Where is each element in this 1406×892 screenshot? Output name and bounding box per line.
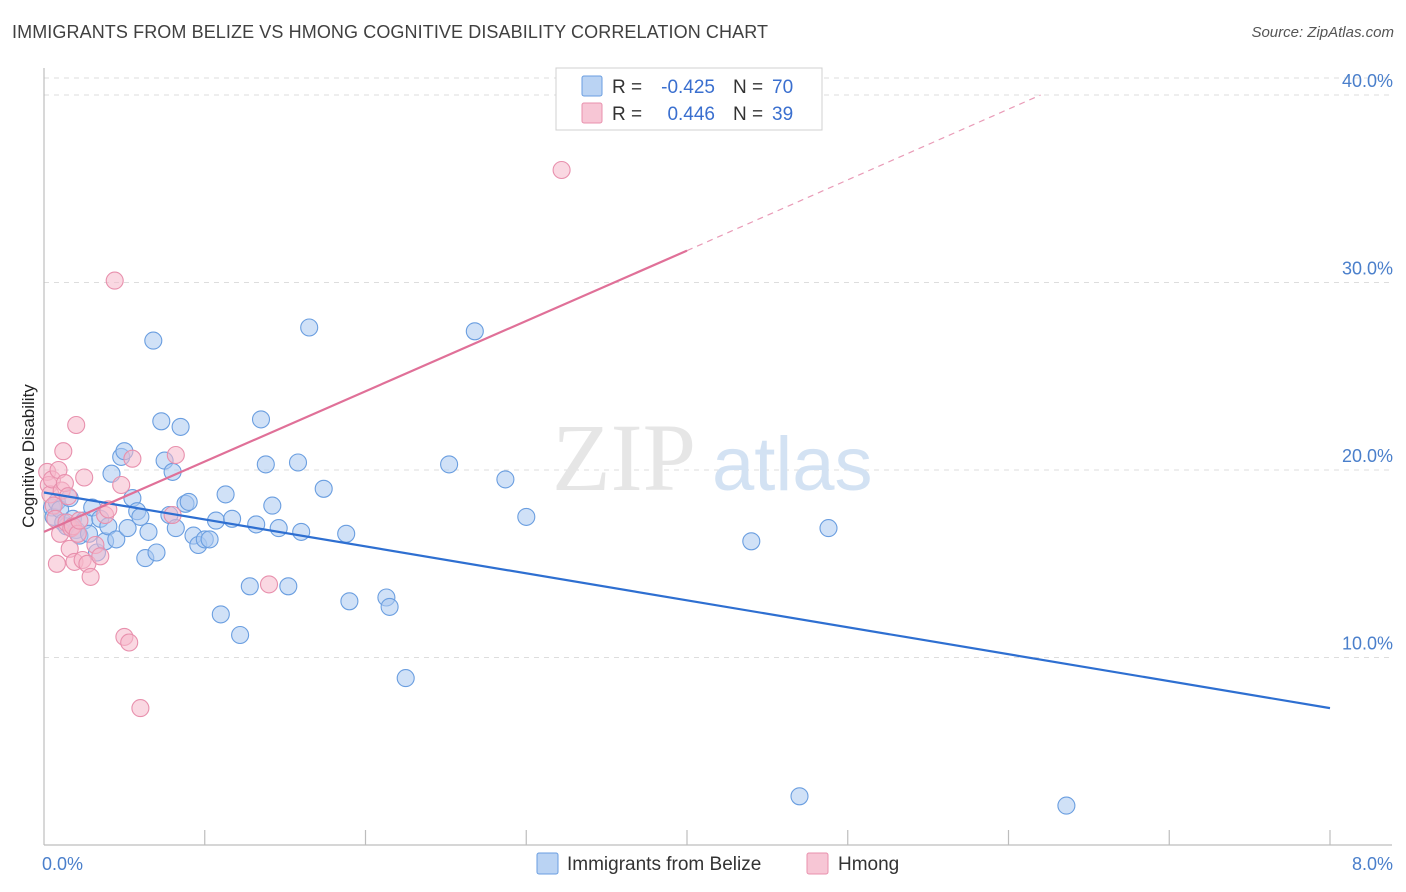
belize-point-68 bbox=[819, 519, 838, 538]
gridlines bbox=[44, 77, 1392, 658]
hmong-points bbox=[38, 160, 571, 718]
belize-n-value: 70 bbox=[772, 77, 793, 98]
belize-point-65 bbox=[517, 507, 536, 526]
belize-point-51 bbox=[269, 519, 288, 538]
hmong-trend-line bbox=[43, 249, 688, 533]
hmong-trend-extension bbox=[686, 94, 1041, 252]
belize-point-60 bbox=[380, 597, 399, 616]
y-tick-label-1: 20.0% bbox=[1342, 446, 1393, 466]
hmong-n-value: 39 bbox=[772, 104, 793, 125]
series-legend: Immigrants from Belize Hmong bbox=[536, 852, 899, 875]
belize-r-value: -0.425 bbox=[661, 77, 715, 98]
belize-point-57 bbox=[337, 524, 356, 543]
hmong-point-38 bbox=[552, 160, 571, 180]
hmong-point-33 bbox=[123, 449, 142, 468]
y-tick-labels: 10.0% 20.0% 30.0% 40.0% bbox=[1342, 71, 1393, 654]
belize-trend-line bbox=[43, 491, 1331, 710]
source-credit: Source: ZipAtlas.com bbox=[1251, 24, 1394, 41]
belize-point-63 bbox=[465, 322, 484, 341]
belize-point-26 bbox=[139, 522, 158, 541]
belize-point-56 bbox=[314, 479, 333, 498]
belize-point-46 bbox=[240, 577, 259, 596]
belize-point-67 bbox=[790, 787, 809, 806]
hmong-point-37 bbox=[259, 575, 279, 594]
watermark-atlas: atlas bbox=[712, 422, 873, 507]
belize-series-swatch bbox=[536, 852, 559, 875]
chart-title: IMMIGRANTS FROM BELIZE VS HMONG COGNITIV… bbox=[12, 22, 769, 42]
belize-r-label: R = bbox=[612, 77, 642, 98]
hmong-point-24 bbox=[81, 567, 100, 586]
hmong-r-label: R = bbox=[612, 104, 642, 125]
belize-series-label: Immigrants from Belize bbox=[567, 854, 761, 875]
x-axis-ticks bbox=[204, 830, 1331, 845]
belize-point-62 bbox=[440, 455, 459, 474]
y-tick-label-3: 40.0% bbox=[1342, 71, 1393, 91]
hmong-point-34 bbox=[131, 699, 150, 718]
belize-point-36 bbox=[179, 492, 198, 511]
belize-point-28 bbox=[147, 543, 166, 562]
belize-point-27 bbox=[144, 331, 163, 350]
belize-point-21 bbox=[118, 519, 137, 538]
hmong-point-6 bbox=[47, 554, 66, 573]
belize-point-64 bbox=[496, 470, 515, 489]
belize-point-34 bbox=[171, 417, 190, 436]
belize-point-55 bbox=[300, 318, 319, 337]
hmong-r-value: 0.446 bbox=[667, 104, 715, 125]
belize-point-58 bbox=[340, 592, 359, 611]
belize-point-24 bbox=[131, 507, 150, 526]
x-tick-label-max: 8.0% bbox=[1352, 854, 1393, 874]
belize-point-48 bbox=[251, 410, 271, 429]
y-tick-label-0: 10.0% bbox=[1342, 634, 1393, 654]
hmong-point-22 bbox=[75, 468, 94, 487]
hmong-point-30 bbox=[112, 475, 131, 495]
watermark-zip: ZIP bbox=[552, 404, 696, 511]
belize-point-29 bbox=[152, 412, 171, 431]
belize-point-50 bbox=[263, 496, 282, 515]
belize-point-49 bbox=[256, 455, 275, 474]
belize-point-54 bbox=[292, 522, 311, 541]
x-tick-label-min: 0.0% bbox=[42, 854, 83, 874]
belize-point-53 bbox=[288, 453, 308, 472]
hmong-point-29 bbox=[105, 271, 124, 290]
hmong-series-label: Hmong bbox=[838, 854, 899, 875]
belize-point-43 bbox=[216, 485, 235, 504]
belize-point-45 bbox=[231, 625, 250, 645]
belize-n-label: N = bbox=[733, 77, 763, 98]
belize-point-40 bbox=[200, 530, 219, 549]
hmong-point-18 bbox=[67, 415, 86, 435]
belize-points bbox=[42, 318, 1076, 815]
hmong-point-26 bbox=[91, 547, 110, 566]
trend-lines bbox=[43, 94, 1331, 710]
belize-point-47 bbox=[247, 515, 266, 534]
hmong-series-swatch bbox=[806, 852, 829, 875]
belize-point-69 bbox=[1057, 796, 1076, 815]
belize-point-42 bbox=[211, 605, 230, 624]
y-tick-label-2: 30.0% bbox=[1342, 259, 1393, 279]
belize-point-52 bbox=[279, 577, 298, 596]
hmong-n-label: N = bbox=[733, 104, 763, 125]
stats-legend: R = -0.425 N = 70 R = 0.446 N = 39 bbox=[555, 67, 823, 131]
hmong-point-32 bbox=[120, 633, 139, 652]
belize-point-18 bbox=[107, 530, 126, 549]
belize-point-61 bbox=[396, 669, 415, 688]
belize-point-66 bbox=[742, 532, 761, 551]
belize-legend-swatch bbox=[581, 75, 603, 97]
hmong-legend-swatch bbox=[581, 102, 603, 124]
hmong-point-36 bbox=[166, 445, 185, 465]
y-axis-label: Cognitive Disability bbox=[19, 384, 38, 528]
hmong-point-10 bbox=[54, 442, 73, 461]
